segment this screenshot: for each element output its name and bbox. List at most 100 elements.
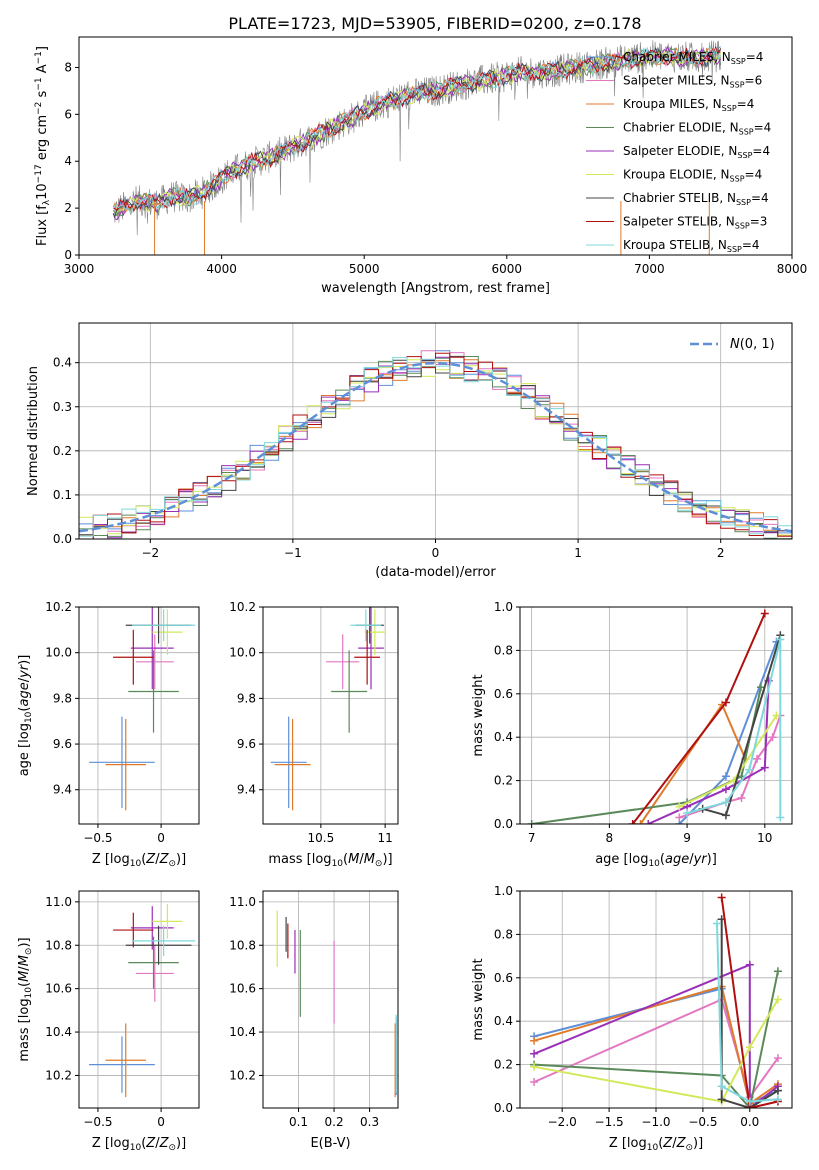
y-axis-label: mass [log10(M/M⊙)] bbox=[17, 937, 34, 1061]
x-axis-label: Z [log10(Z/Z⊙)] bbox=[92, 852, 186, 869]
y-tick-label: 9.4 bbox=[53, 783, 72, 797]
x-tick-label: −2.0 bbox=[548, 1115, 577, 1129]
plot-area bbox=[112, 40, 722, 255]
mass-weight-marker bbox=[721, 785, 730, 794]
legend-label: Salpeter ELODIE, NSSP=4 bbox=[623, 144, 770, 160]
x-tick-label: 0.0 bbox=[740, 1115, 759, 1129]
panel-massweight-vs-z: −2.0 −1.5 −1.0 −0.5 0.0 0.0 0.2 0.4 0.6 0.8 1.0 Z [… bbox=[471, 884, 793, 1153]
y-tick-label: 0.3 bbox=[53, 400, 72, 414]
y-tick-label: 0.2 bbox=[494, 1058, 513, 1072]
panel-mass-vs-z: −0.5 0 10.2 10.4 10.6 10.8 11.0 Z [log10(Z/Z⊙)]… bbox=[17, 890, 200, 1153]
y-tick-label: 11.0 bbox=[229, 895, 256, 909]
x-tick-label: 7000 bbox=[634, 262, 665, 276]
mass-weight-marker bbox=[721, 772, 730, 781]
mass-weight-marker bbox=[776, 813, 785, 822]
x-axis-label: mass [log10(M/M⊙)] bbox=[268, 852, 392, 869]
x-tick-label: 8000 bbox=[777, 262, 808, 276]
mass-weight-marker bbox=[773, 1054, 782, 1063]
mass-weight-marker bbox=[721, 811, 730, 820]
plot-area bbox=[263, 607, 398, 824]
mass-weight-marker bbox=[675, 802, 684, 811]
mass-weight-marker bbox=[712, 919, 721, 928]
y-tick-label: 10.0 bbox=[229, 646, 256, 660]
x-tick-label: 3000 bbox=[64, 262, 95, 276]
y-tick-label: 8 bbox=[64, 60, 72, 74]
axes-frame bbox=[78, 322, 793, 540]
legend-label: N(0, 1) bbox=[730, 337, 775, 352]
mass-weight-marker bbox=[760, 763, 769, 772]
mass-weight-line bbox=[533, 985, 779, 1106]
mass-weight-marker bbox=[760, 609, 769, 618]
x-tick-label: 2 bbox=[717, 546, 725, 560]
x-tick-label: 7 bbox=[528, 831, 536, 845]
mass-weight-marker bbox=[717, 1095, 726, 1104]
y-axis-label: age [log10(age/yr)] bbox=[17, 655, 34, 777]
y-tick-label: 0.6 bbox=[494, 971, 513, 985]
mass-weight-marker bbox=[776, 635, 785, 644]
plot-area bbox=[520, 891, 792, 1108]
mass-weight-marker bbox=[644, 820, 653, 824]
x-tick-label: −1.0 bbox=[641, 1115, 670, 1129]
y-tick-label: 4 bbox=[64, 154, 72, 168]
panel-residuals: −2 −1 0 1 2 0.0 0.1 0.2 0.3 0.4 (data-model)/error… bbox=[26, 322, 793, 580]
legend-label: Salpeter STELIB, NSSP=3 bbox=[623, 215, 767, 231]
axes-frame bbox=[262, 890, 399, 1109]
x-tick-label: 6000 bbox=[492, 262, 523, 276]
panel-mass-vs-ebv: 0.1 0.2 0.3 10.2 10.4 10.6 10.8 11.0 E(B-V) bbox=[229, 890, 399, 1151]
panels: 3000 4000 5000 6000 7000 800002468wavelength … bbox=[17, 36, 808, 1153]
mass-weight-line bbox=[678, 714, 778, 808]
legend-label: Kroupa MILES, NSSP=4 bbox=[623, 97, 754, 113]
x-tick-label: 10.5 bbox=[307, 831, 334, 845]
y-tick-label: 10.2 bbox=[45, 1068, 72, 1082]
x-tick-label: −2 bbox=[141, 546, 159, 560]
figure-title: PLATE=1723, MJD=53905, FIBERID=0200, z=0… bbox=[228, 14, 641, 33]
mass-weight-marker bbox=[745, 1097, 754, 1106]
mass-weight-line bbox=[720, 897, 779, 1108]
mass-weight-marker bbox=[628, 820, 637, 824]
y-tick-label: 0.4 bbox=[494, 730, 513, 744]
x-tick-label: 11 bbox=[378, 831, 393, 845]
axes-frame bbox=[78, 36, 793, 256]
mass-weight-line bbox=[533, 998, 779, 1103]
y-axis-label: mass weight bbox=[471, 958, 486, 1040]
y-tick-label: 6 bbox=[64, 107, 72, 121]
y-tick-label: 10.0 bbox=[45, 646, 72, 660]
x-axis-label: Z [log10(Z/Z⊙)] bbox=[92, 1136, 186, 1153]
y-tick-label: 10.6 bbox=[45, 982, 72, 996]
plot-area bbox=[79, 607, 199, 824]
mass-weight-marker bbox=[773, 1086, 782, 1095]
axes-frame bbox=[78, 606, 200, 825]
mass-weight-marker bbox=[721, 698, 730, 707]
x-tick-label: 9 bbox=[683, 831, 691, 845]
y-tick-label: 9.4 bbox=[237, 783, 256, 797]
mass-weight-marker bbox=[745, 960, 754, 969]
y-tick-label: 0.0 bbox=[494, 817, 513, 831]
x-axis-label: wavelength [Angstrom, rest frame] bbox=[321, 281, 550, 296]
y-tick-label: 1.0 bbox=[494, 884, 513, 898]
y-tick-label: 10.2 bbox=[229, 1068, 256, 1082]
legend-label: Chabrier ELODIE, NSSP=4 bbox=[623, 121, 771, 137]
model-spectrum bbox=[112, 47, 722, 219]
x-tick-label: 10 bbox=[757, 831, 772, 845]
legend-label: Kroupa STELIB, NSSP=4 bbox=[623, 238, 760, 254]
mass-weight-line bbox=[678, 641, 778, 824]
legend-label: Kroupa ELODIE, NSSP=4 bbox=[623, 168, 762, 184]
x-tick-label: 0.3 bbox=[360, 1115, 379, 1129]
mass-weight-marker bbox=[636, 820, 645, 824]
x-tick-label: −0.5 bbox=[83, 831, 112, 845]
y-tick-label: 9.6 bbox=[53, 737, 72, 751]
y-tick-label: 0.6 bbox=[494, 687, 513, 701]
mass-weight-marker bbox=[530, 1062, 539, 1071]
mass-weight-marker bbox=[530, 1077, 539, 1086]
x-tick-label: 0.1 bbox=[289, 1115, 308, 1129]
mass-weight-marker bbox=[768, 733, 777, 742]
y-tick-label: 0.4 bbox=[53, 356, 72, 370]
x-axis-label: age [log10(age/yr)] bbox=[595, 852, 717, 869]
gaussian-curve bbox=[79, 361, 792, 533]
y-tick-label: 0.8 bbox=[494, 927, 513, 941]
y-tick-label: 2 bbox=[64, 201, 72, 215]
y-tick-label: 10.4 bbox=[45, 1025, 72, 1039]
axes-frame bbox=[519, 606, 793, 825]
x-tick-label: −0.5 bbox=[83, 1115, 112, 1129]
